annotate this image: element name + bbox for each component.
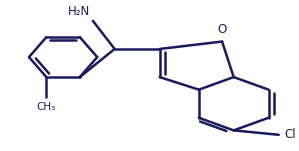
Text: Cl: Cl: [285, 128, 296, 141]
Text: H₂N: H₂N: [68, 5, 90, 18]
Text: O: O: [217, 23, 227, 36]
Text: CH₃: CH₃: [37, 101, 56, 111]
